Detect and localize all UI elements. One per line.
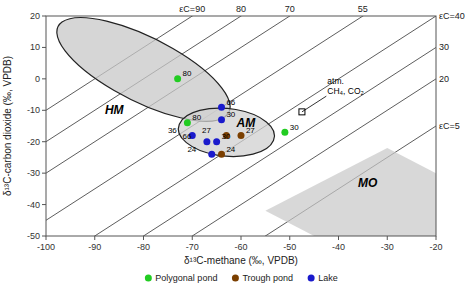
y-tick-label: -40 <box>27 200 40 210</box>
epsilon-label: 55 <box>358 4 368 14</box>
legend-swatch <box>308 275 315 282</box>
region-label: AM <box>236 116 257 130</box>
data-point <box>203 138 210 145</box>
x-tick-label: -100 <box>37 242 55 252</box>
x-tick-label: -90 <box>88 242 101 252</box>
y-axis-label: δ¹³C-carbon dioxide (‰, VPDB) <box>2 56 13 196</box>
y-tick-label: 0 <box>35 74 40 84</box>
x-tick <box>94 236 95 240</box>
point-label: 24 <box>187 145 196 154</box>
annotation-marker <box>299 109 305 115</box>
y-tick <box>42 47 46 48</box>
legend-swatch <box>232 275 239 282</box>
y-tick <box>42 204 46 205</box>
y-tick <box>42 173 46 174</box>
epsilon-label: 80 <box>236 4 246 14</box>
legend-swatch <box>145 275 152 282</box>
legend-item: Lake <box>308 273 338 283</box>
point-label: 80 <box>192 113 201 122</box>
y-tick <box>42 141 46 142</box>
legend-label: Trough pond <box>242 273 293 283</box>
y-tick-label: -30 <box>27 168 40 178</box>
y-tick-label: 20 <box>30 11 40 21</box>
region-label: HM <box>105 103 125 117</box>
x-tick <box>241 236 242 240</box>
region-polygon <box>265 148 436 236</box>
data-point <box>184 119 191 126</box>
labels: εC=90807055εC=403020εC=58080302727246630… <box>105 4 465 190</box>
x-tick <box>143 236 144 240</box>
data-point <box>281 129 288 136</box>
x-tick-label: -30 <box>381 242 394 252</box>
epsilon-label: 20 <box>439 74 449 84</box>
y-tick <box>42 236 46 237</box>
epsilon-label: εC=5 <box>439 121 460 131</box>
data-point <box>208 151 215 158</box>
epsilon-label: 70 <box>285 4 295 14</box>
plot-frame <box>46 16 436 236</box>
annotation-leader <box>302 96 326 112</box>
x-tick-label: -40 <box>332 242 345 252</box>
x-tick-label: -60 <box>234 242 247 252</box>
x-tick <box>46 236 47 240</box>
annotation-text: atm.CH₄, CO₂ <box>327 76 364 96</box>
region-label: MO <box>358 176 378 190</box>
data-point <box>174 75 181 82</box>
x-tick-label: -50 <box>283 242 296 252</box>
point-label: 30 <box>226 110 235 119</box>
epsilon-label: 30 <box>439 42 449 52</box>
legend-item: Polygonal pond <box>145 273 218 283</box>
x-tick-label: -80 <box>137 242 150 252</box>
point-label: 80 <box>183 69 192 78</box>
y-tick-label: -20 <box>27 137 40 147</box>
y-tick <box>42 78 46 79</box>
x-tick <box>289 236 290 240</box>
x-tick-label: -20 <box>429 242 442 252</box>
epsilon-line <box>46 79 436 236</box>
data-point <box>218 151 225 158</box>
y-tick-label: 10 <box>30 42 40 52</box>
x-tick <box>436 236 437 240</box>
point-label: 66 <box>183 132 192 141</box>
chart: -100-90-80-70-60-50-40-30-20-50-40-30-20… <box>0 0 474 287</box>
legend-label: Lake <box>318 273 338 283</box>
x-axis-label: δ¹³C-methane (‰, VPDB) <box>184 255 298 266</box>
epsilon-label: εC=40 <box>439 11 465 21</box>
x-tick <box>338 236 339 240</box>
x-tick <box>387 236 388 240</box>
point-label: 30 <box>222 132 231 141</box>
region-ellipse <box>46 16 254 138</box>
y-tick-label: -50 <box>27 231 40 241</box>
region-ellipse <box>170 101 283 163</box>
data-point <box>213 138 220 145</box>
point-label: 30 <box>290 123 299 132</box>
x-tick <box>192 236 193 240</box>
point-label: 66 <box>226 98 235 107</box>
plot-marks <box>46 16 436 236</box>
point-label: 36 <box>168 126 177 135</box>
point-label: 24 <box>226 145 235 154</box>
legend: Polygonal pond Trough pond Lake <box>145 273 338 283</box>
data-point <box>218 104 225 111</box>
legend-label: Polygonal pond <box>155 273 217 283</box>
y-tick-label: -10 <box>27 105 40 115</box>
y-tick <box>42 16 46 17</box>
x-tick-label: -70 <box>186 242 199 252</box>
region-group <box>170 101 283 163</box>
data-point <box>218 116 225 123</box>
legend-item: Trough pond <box>232 273 293 283</box>
data-point <box>238 132 245 139</box>
region-group <box>46 16 254 138</box>
epsilon-label: εC=90 <box>179 4 205 14</box>
y-tick <box>42 110 46 111</box>
point-label: 27 <box>202 126 211 135</box>
